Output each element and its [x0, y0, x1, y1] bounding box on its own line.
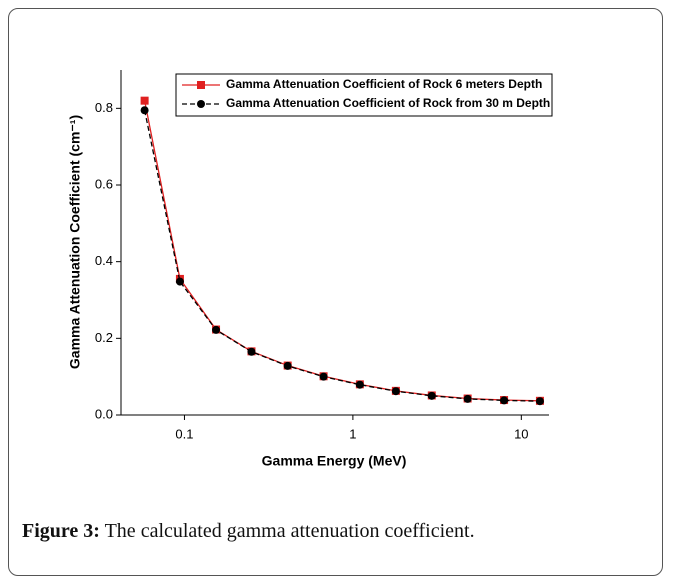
marker	[283, 361, 292, 370]
marker	[212, 325, 221, 334]
caption-text: The calculated gamma attenuation coeffic…	[104, 520, 475, 542]
marker	[463, 394, 472, 403]
legend-marker	[197, 81, 205, 89]
marker	[427, 391, 436, 400]
marker	[319, 372, 328, 381]
legend-marker	[197, 100, 205, 108]
caption: Figure 3: The calculated gamma attenuati…	[22, 520, 475, 543]
y-tick-label: 0.4	[95, 253, 113, 268]
marker	[140, 96, 149, 105]
series-line	[143, 100, 540, 402]
x-tick-label: 10	[514, 426, 528, 441]
marker	[391, 387, 400, 396]
figure-frame	[8, 8, 663, 576]
legend-box	[175, 73, 553, 117]
y-tick-label: 0.0	[95, 406, 113, 421]
series-line	[143, 110, 540, 402]
y-tick-label: 0.2	[95, 330, 113, 345]
y-axis-label: Gamma Attenuation Coefficient (cm⁻¹)	[67, 115, 83, 369]
marker	[535, 397, 544, 406]
legend-label: Gamma Attenuation Coefficient of Rock fr…	[226, 96, 550, 110]
marker	[140, 106, 149, 115]
marker	[175, 277, 184, 286]
marker	[355, 380, 364, 389]
marker	[500, 396, 509, 405]
caption-label: Figure 3:	[22, 520, 100, 542]
y-tick-label: 0.6	[95, 176, 113, 191]
x-axis-label: Gamma Energy (MeV)	[262, 453, 407, 469]
x-tick-label: 0.1	[175, 426, 193, 441]
x-tick-label: 1	[349, 426, 356, 441]
marker	[247, 347, 256, 356]
y-tick-label: 0.8	[95, 100, 113, 115]
legend-label: Gamma Attenuation Coefficient of Rock 6 …	[226, 77, 542, 91]
